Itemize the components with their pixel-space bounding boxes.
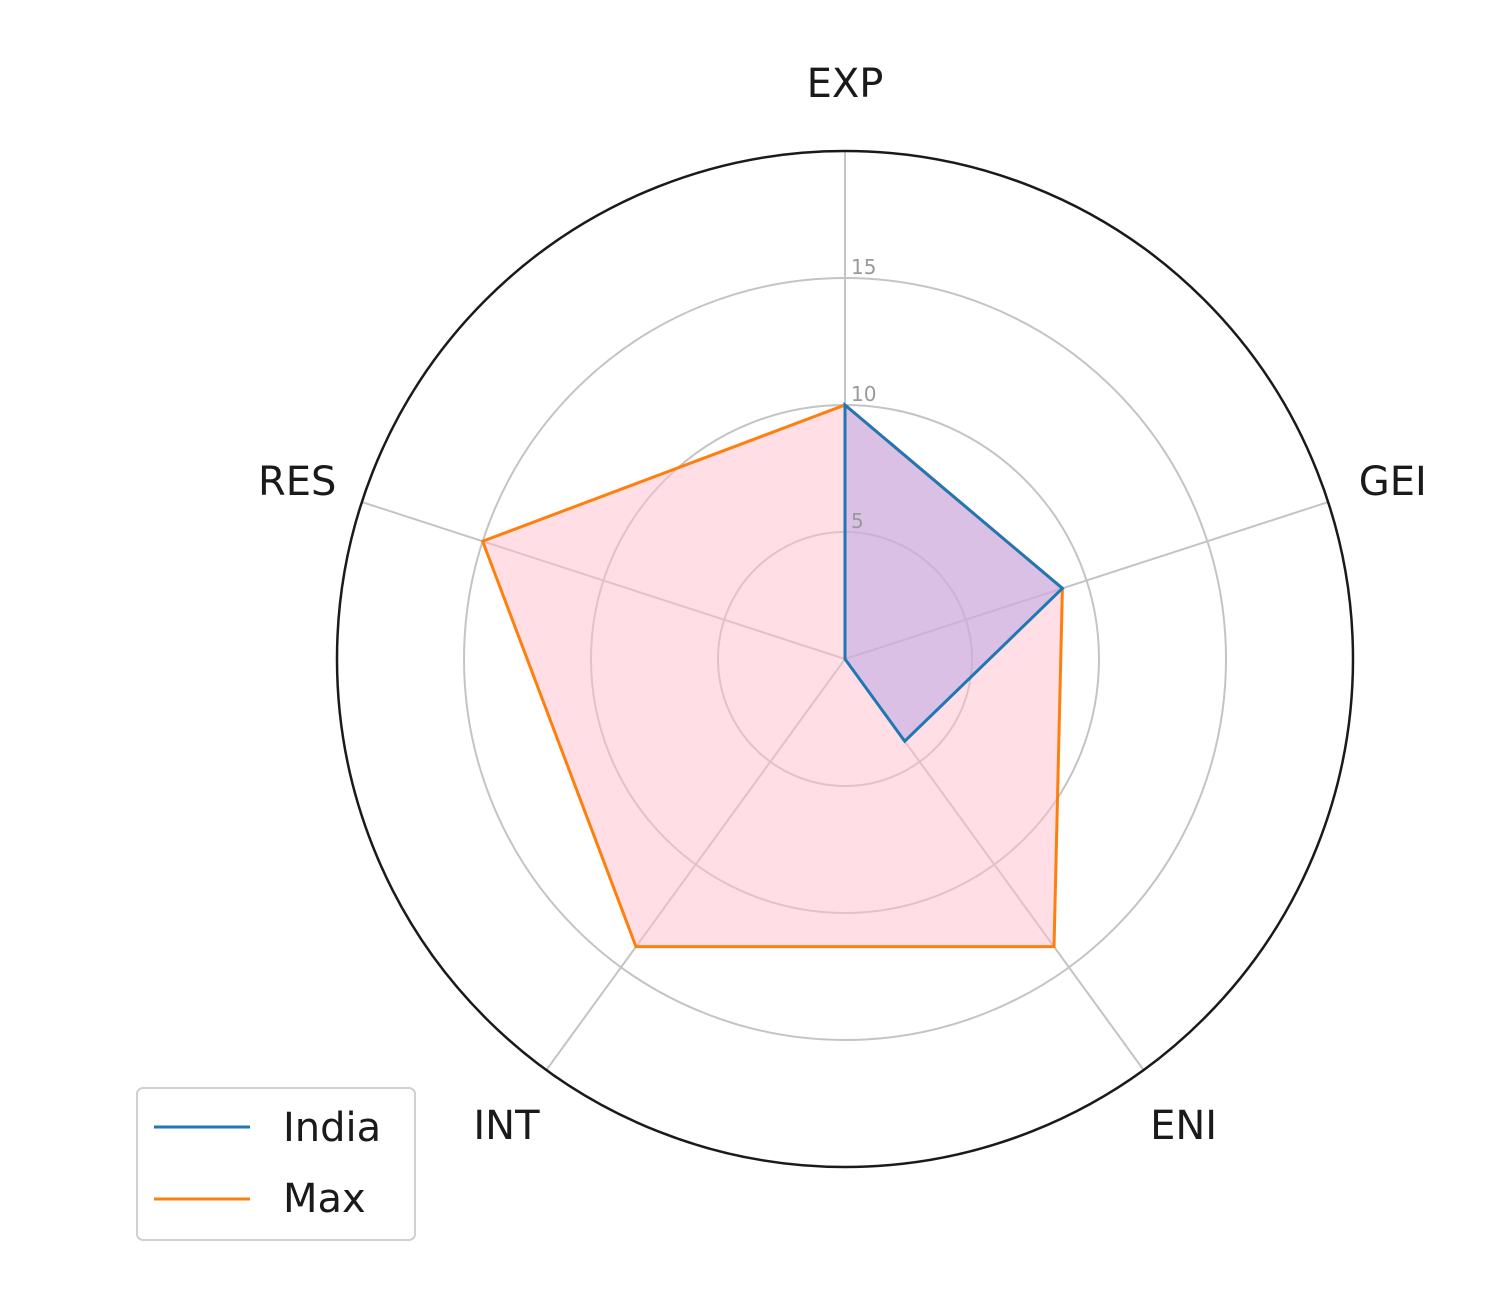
axis-label-res: RES [258,459,336,505]
legend: India Max [136,1087,416,1241]
radar-series [480,401,1065,949]
legend-label-india: India [283,1105,381,1151]
axis-labels: 5 10 15 EXP GEI ENI INT RES [258,61,1427,1149]
legend-label-max: Max [283,1176,366,1222]
series-line-india [843,401,1065,744]
axis-label-eni: ENI [1150,1103,1217,1149]
series-fill-max [482,405,1063,947]
series-fill-india [845,405,1063,742]
outer-ring [335,149,1355,1169]
tick-label-10: 10 [851,382,876,406]
tick-label-15: 15 [851,255,876,279]
axis-label-gei: GEI [1359,459,1427,505]
axis-label-exp: EXP [807,61,884,107]
tick-label-5: 5 [851,509,864,533]
axis-label-int: INT [473,1103,540,1149]
